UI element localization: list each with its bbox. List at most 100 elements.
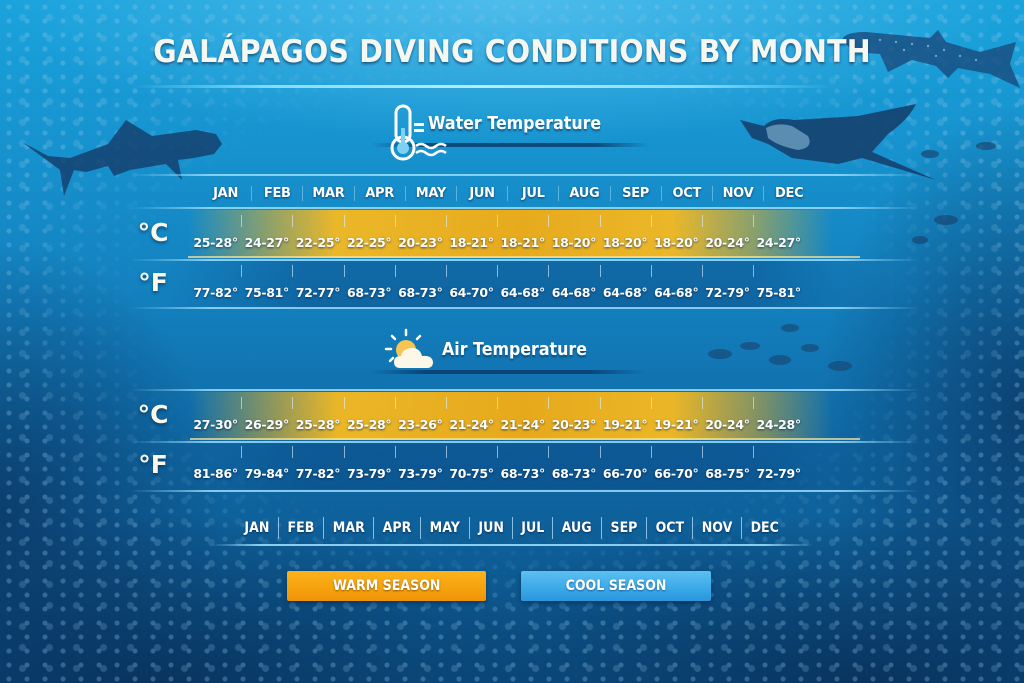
cool-row-band — [160, 443, 900, 489]
month-label: JUL — [521, 520, 545, 536]
month-label: SEP — [610, 520, 638, 536]
month-label: FEB — [287, 520, 315, 536]
water-celsius-cell: 20-23° — [394, 214, 446, 250]
whale-shark-silhouette-icon — [842, 30, 1020, 88]
month-header: SEP — [609, 185, 661, 201]
month-headers: JAN FEB MAR APR MAY JUN JUL AUG SEP OCT … — [200, 185, 814, 201]
water-fahrenheit-row: °F 77-82° 75-81° 72-77° 68-73° 68-73° 64… — [130, 261, 920, 307]
air-fahrenheit-cell: 73-79° — [343, 445, 395, 481]
air-celsius-cell: 21-24° — [497, 396, 548, 432]
air-celsius-row: °C 27-30° 26-29° 25-28° 25-28° 23-26° 21… — [130, 392, 920, 440]
cool-season-legend: COOL SEASON — [521, 571, 711, 601]
water-fahrenheit-cell: 72-79° — [701, 264, 753, 300]
water-fahrenheit-cell: 68-73° — [343, 264, 395, 300]
air-celsius-cell: 24-28° — [753, 396, 804, 432]
month-header: FEB — [251, 185, 302, 201]
water-temperature-table: JAN FEB MAR APR MAY JUN JUL AUG SEP OCT … — [130, 170, 920, 310]
water-celsius-cell: 22-25° — [343, 214, 395, 250]
air-fahrenheit-cell: 77-82° — [292, 445, 343, 481]
month-label: MAR — [332, 520, 365, 536]
water-celsius-cell: 24-27° — [753, 214, 804, 250]
air-temperature-table: °C 27-30° 26-29° 25-28° 25-28° 23-26° 21… — [130, 385, 920, 497]
water-celsius-cell: 18-21° — [445, 214, 497, 250]
air-fahrenheit-cell: 72-79° — [753, 445, 804, 481]
air-celsius-cell: 26-29° — [241, 396, 292, 432]
month-header: AUG — [558, 185, 609, 201]
month-label: APR — [382, 520, 412, 536]
air-celsius-cell: 21-24° — [445, 396, 497, 432]
divider — [130, 174, 920, 176]
water-heading-underline — [370, 143, 650, 147]
air-celsius-cell: 19-21° — [650, 396, 702, 432]
water-celsius-row: °C 25-28° 24-27° 22-25° 22-25° 20-23° 18… — [130, 210, 920, 258]
celsius-label: °C — [137, 217, 169, 247]
month-header: JAN — [213, 185, 239, 201]
divider — [130, 441, 920, 443]
cool-row-band — [160, 261, 900, 309]
divider — [130, 389, 920, 391]
air-celsius-cell: 25-28° — [292, 396, 343, 432]
air-fahrenheit-cell: 68-75° — [701, 445, 753, 481]
cool-season-label: COOL SEASON — [565, 578, 667, 594]
shark-silhouette-icon — [22, 120, 222, 196]
warm-season-label: WARM SEASON — [332, 578, 441, 594]
month-header: MAY — [404, 185, 456, 201]
month-label: OCT — [655, 520, 684, 536]
water-fahrenheit-cell: 64-68° — [497, 264, 548, 300]
fish-silhouette-icon — [912, 142, 996, 244]
water-celsius-cell: 22-25° — [292, 214, 343, 250]
warm-season-band — [190, 392, 860, 440]
water-celsius-cell: 24-27° — [241, 214, 292, 250]
month-label: MAY — [429, 520, 460, 536]
month-header: JUL — [507, 185, 558, 201]
month-header-row: JAN FEB MAR APR MAY JUN JUL AUG SEP OCT … — [130, 180, 920, 206]
water-celsius-cell: 18-20° — [548, 214, 599, 250]
air-fahrenheit-cell: 73-79° — [394, 445, 446, 481]
air-celsius-cell: 19-21° — [599, 396, 651, 432]
air-fahrenheit-cell: 81-86° — [193, 465, 238, 481]
water-celsius-cell: 18-21° — [497, 214, 548, 250]
water-temperature-label: Water Temperature — [428, 112, 602, 134]
month-label: JUN — [478, 520, 504, 536]
air-celsius-cell: 23-26° — [394, 396, 446, 432]
air-fahrenheit-cell: 68-73° — [548, 445, 599, 481]
fahrenheit-label: °F — [138, 449, 168, 479]
water-celsius-cell: 25-28° — [193, 234, 238, 250]
water-celsius-cell: 18-20° — [650, 214, 702, 250]
air-fahrenheit-cell: 79-84° — [241, 445, 292, 481]
month-header: JUN — [455, 185, 507, 201]
air-celsius-cell: 20-24° — [701, 396, 753, 432]
month-label: JAN — [244, 520, 270, 536]
water-celsius-cell: 18-20° — [599, 214, 651, 250]
air-fahrenheit-cell: 66-70° — [599, 445, 651, 481]
water-celsius-cell: 20-24° — [701, 214, 753, 250]
divider — [130, 490, 920, 492]
water-fahrenheit-cell: 75-81° — [241, 264, 292, 300]
air-fahrenheit-row: °F 81-86° 79-84° 77-82° 73-79° 73-79° 70… — [130, 443, 920, 489]
air-heading-underline — [370, 370, 645, 374]
air-temperature-heading: Air Temperature — [382, 328, 607, 374]
sun-cloud-icon — [384, 328, 433, 368]
air-celsius-cell: 20-23° — [548, 396, 599, 432]
month-header: MAR — [302, 185, 353, 201]
bottom-divider — [210, 544, 814, 546]
water-fahrenheit-cell: 72-77° — [292, 264, 343, 300]
warm-season-legend: WARM SEASON — [287, 571, 486, 601]
page-title: GALÁPAGOS DIVING CONDITIONS BY MONTH — [153, 34, 871, 70]
celsius-label: °C — [137, 399, 169, 429]
month-header: APR — [353, 185, 405, 201]
title-divider — [133, 85, 833, 88]
month-label: AUG — [562, 520, 593, 536]
thermometer-water-icon — [390, 104, 447, 161]
water-fahrenheit-cell: 64-68° — [650, 264, 702, 300]
month-label: NOV — [702, 520, 733, 536]
air-fahrenheit-cell: 66-70° — [650, 445, 702, 481]
warm-season-band — [188, 210, 860, 258]
divider — [130, 307, 920, 309]
fish-school-icon — [708, 324, 852, 371]
air-temperature-label: Air Temperature — [442, 338, 587, 360]
water-fahrenheit-cell: 75-81° — [753, 264, 804, 300]
air-celsius-cell: 25-28° — [343, 396, 395, 432]
divider — [130, 259, 920, 261]
month-header: NOV — [711, 185, 763, 201]
